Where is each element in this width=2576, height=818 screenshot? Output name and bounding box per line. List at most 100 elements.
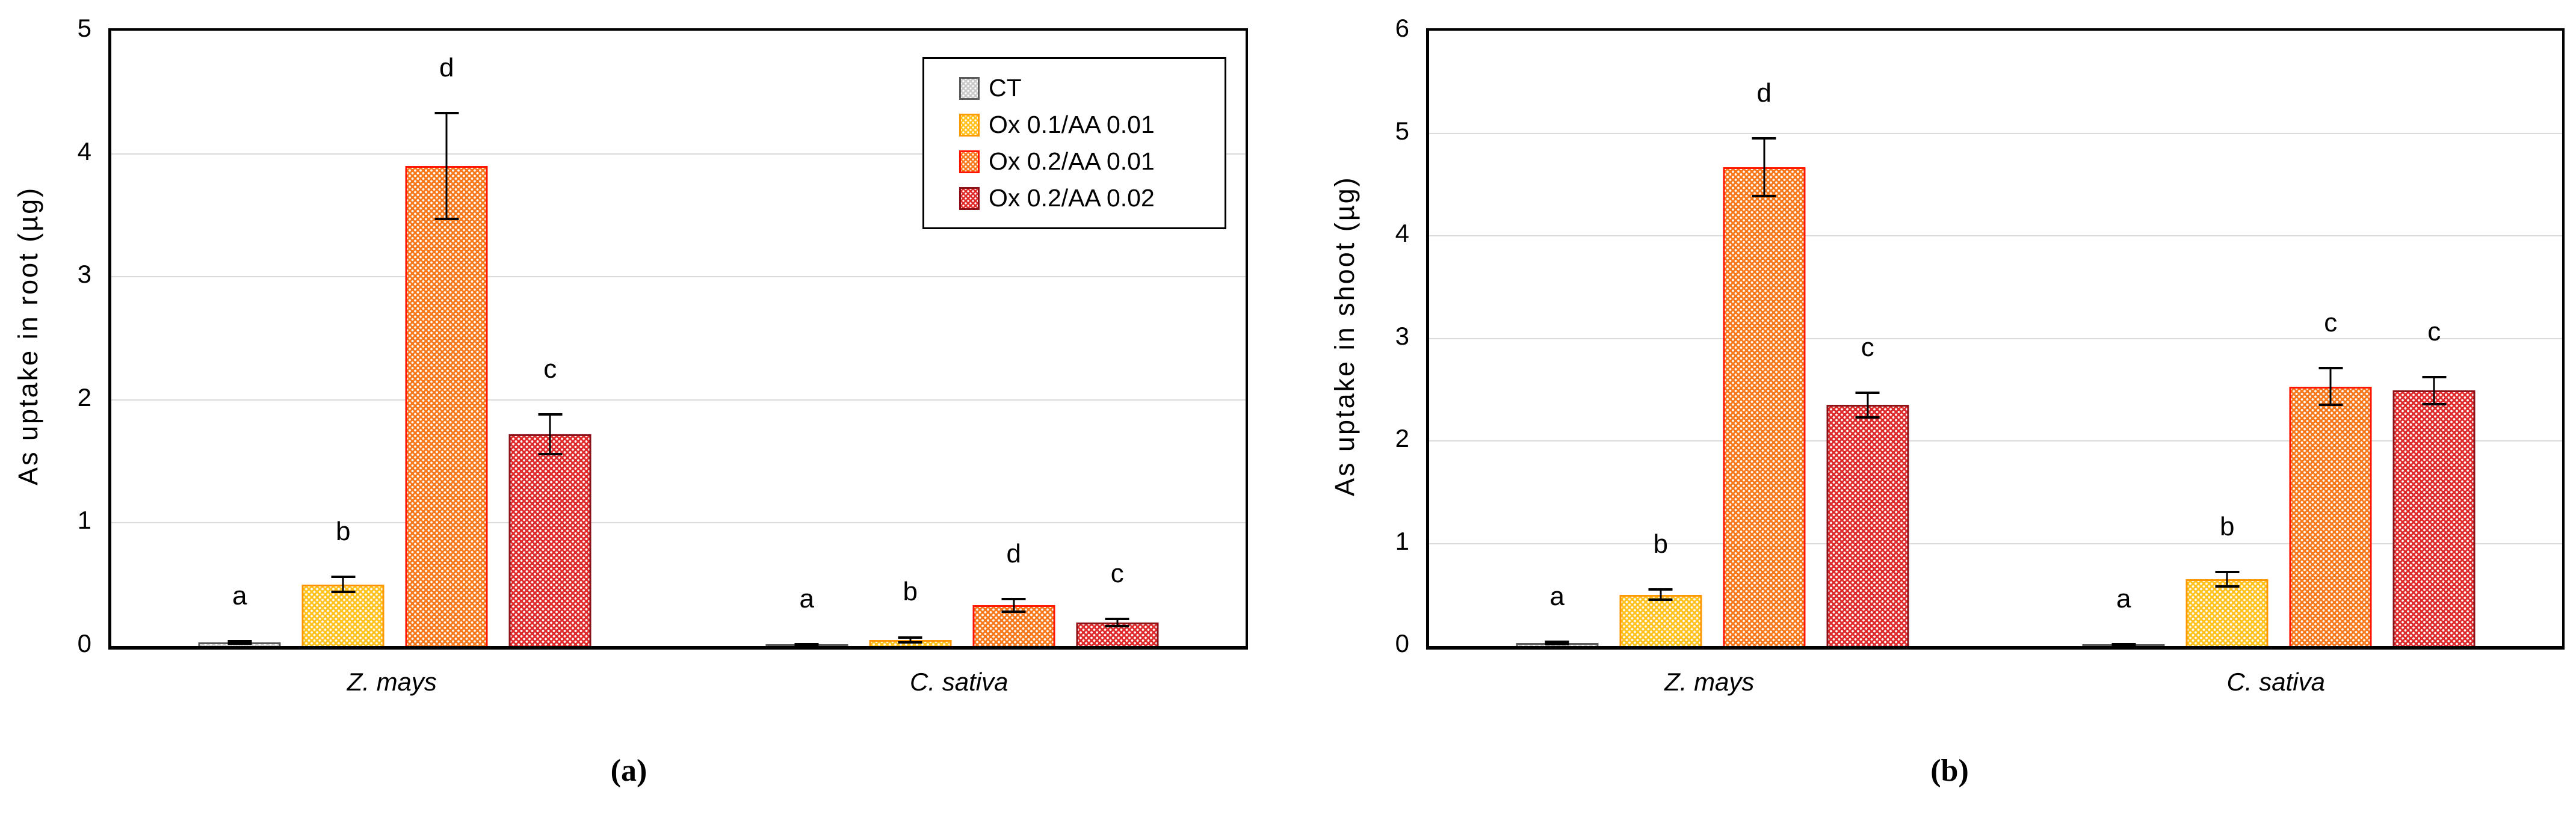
category-label: Z. mays bbox=[1664, 668, 1755, 696]
error-bar-cap-bottom bbox=[2422, 402, 2447, 405]
legend-item: Ox 0.1/AA 0.01 bbox=[959, 106, 1216, 143]
legend-swatch bbox=[959, 113, 980, 137]
error-bar-cap-bottom bbox=[898, 641, 922, 644]
y-tick-label: 0 bbox=[77, 629, 91, 657]
gridline bbox=[1429, 543, 2562, 544]
legend-item: Ox 0.2/AA 0.01 bbox=[959, 143, 1216, 180]
error-bar-line bbox=[342, 577, 344, 592]
gridline bbox=[111, 276, 1246, 278]
error-bar-line bbox=[2433, 377, 2435, 404]
gridline bbox=[1429, 440, 2562, 441]
y-tick-label: 4 bbox=[77, 137, 91, 165]
error-bar-cap-top bbox=[538, 413, 563, 416]
error-bar-line bbox=[1867, 392, 1869, 417]
legend-label: Ox 0.2/AA 0.01 bbox=[989, 147, 1155, 175]
significance-letter: c bbox=[1861, 332, 1874, 362]
error-bar-line bbox=[238, 641, 241, 644]
error-bar-line bbox=[2329, 367, 2332, 405]
legend-label: Ox 0.2/AA 0.02 bbox=[989, 184, 1155, 212]
y-tick-label: 0 bbox=[1395, 629, 1409, 657]
significance-letter: d bbox=[1006, 539, 1021, 569]
bar-slot: c bbox=[2289, 31, 2372, 646]
y-tick-label: 5 bbox=[1395, 116, 1409, 145]
error-bar-cap-top bbox=[331, 576, 356, 579]
gridline bbox=[111, 399, 1246, 401]
y-tick-label: 4 bbox=[1395, 219, 1409, 247]
legend-swatch bbox=[959, 76, 980, 100]
plot-area: a b d c a b c c bbox=[1426, 28, 2565, 650]
error-bar-cap-top bbox=[2215, 571, 2240, 574]
error-bar-cap-bottom bbox=[331, 590, 356, 593]
y-tick-label: 1 bbox=[77, 506, 91, 535]
significance-letter: c bbox=[2427, 317, 2441, 347]
error-bar-cap-bottom bbox=[1752, 194, 1776, 197]
bar-group: a b d c bbox=[1516, 31, 1909, 646]
error-bar-cap-bottom bbox=[2318, 404, 2343, 407]
y-tick-label: 2 bbox=[77, 383, 91, 411]
significance-letter: b bbox=[336, 517, 351, 547]
bar-slot: c bbox=[1826, 31, 1909, 646]
legend-item: CT bbox=[959, 70, 1216, 106]
error-bar-cap-top bbox=[1855, 391, 1880, 394]
error-bar-cap-top bbox=[1648, 588, 1673, 591]
legend-item: Ox 0.2/AA 0.02 bbox=[959, 180, 1216, 217]
gridline bbox=[1429, 235, 2562, 236]
error-bar-cap-bottom bbox=[1855, 416, 1880, 419]
error-bar-cap-top bbox=[227, 639, 252, 642]
error-bar-line bbox=[2226, 572, 2228, 587]
error-bar-cap-top bbox=[898, 636, 922, 639]
significance-letter: d bbox=[439, 52, 454, 82]
significance-letter: c bbox=[1110, 558, 1124, 588]
error-bar-line bbox=[1660, 589, 1662, 600]
error-bar-line bbox=[909, 637, 912, 642]
gridline bbox=[111, 153, 1246, 155]
bar-slot: a bbox=[198, 31, 281, 646]
error-bar-cap-bottom bbox=[538, 452, 563, 455]
significance-letter: b bbox=[903, 577, 918, 607]
error-bar-line bbox=[445, 113, 448, 220]
bar-slot: b bbox=[1619, 31, 1702, 646]
error-bar-cap-top bbox=[2422, 376, 2447, 379]
bar-group: a b d c bbox=[765, 31, 1159, 646]
error-bar-cap-bottom bbox=[794, 644, 819, 646]
bar bbox=[1723, 167, 1806, 646]
gridline bbox=[1429, 337, 2562, 339]
significance-letter: b bbox=[2220, 512, 2235, 542]
error-bar-cap-bottom bbox=[1105, 625, 1129, 628]
bar-group: a b c c bbox=[2082, 31, 2476, 646]
significance-letter: a bbox=[232, 580, 247, 610]
error-bar-line bbox=[1763, 138, 1765, 196]
bar bbox=[2185, 579, 2269, 646]
significance-letter: a bbox=[2116, 584, 2131, 614]
bar-slot: d bbox=[405, 31, 488, 646]
significance-letter: c bbox=[543, 354, 557, 384]
category-label: C. sativa bbox=[910, 668, 1008, 696]
legend-label: Ox 0.1/AA 0.01 bbox=[989, 111, 1155, 138]
error-bar-cap-bottom bbox=[1648, 598, 1673, 601]
bar bbox=[2392, 390, 2476, 646]
error-bar-cap-top bbox=[2318, 366, 2343, 369]
significance-letter: a bbox=[1549, 581, 1564, 611]
bar-slot: c bbox=[1076, 31, 1159, 646]
error-bar-cap-bottom bbox=[2215, 585, 2240, 588]
figure-caption: (b) bbox=[1930, 754, 1969, 788]
y-tick-label: 3 bbox=[77, 260, 91, 289]
bar-slot: d bbox=[1723, 31, 1806, 646]
error-bar-cap-bottom bbox=[434, 218, 459, 221]
significance-letter: d bbox=[1756, 78, 1771, 108]
error-bar-cap-top bbox=[1105, 618, 1129, 620]
y-tick-label: 1 bbox=[1395, 526, 1409, 555]
y-tick-label: 2 bbox=[1395, 424, 1409, 452]
bar-slot: c bbox=[508, 31, 591, 646]
error-bar-cap-top bbox=[1001, 598, 1026, 601]
bar bbox=[972, 605, 1055, 646]
significance-letter: a bbox=[799, 583, 814, 614]
category-label: Z. mays bbox=[347, 668, 437, 696]
error-bar-cap-bottom bbox=[1001, 610, 1026, 613]
error-bar-cap-bottom bbox=[1545, 642, 1569, 645]
bar bbox=[301, 584, 385, 646]
bar bbox=[508, 434, 591, 646]
significance-letter: b bbox=[1653, 529, 1668, 559]
